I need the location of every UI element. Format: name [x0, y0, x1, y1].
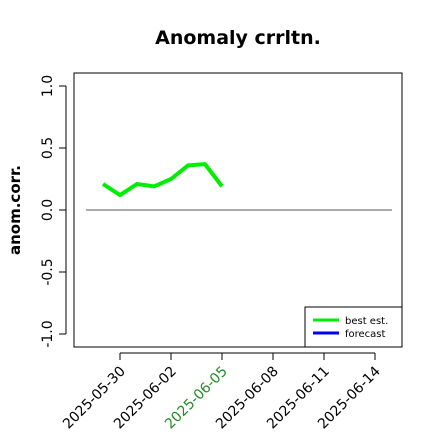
y-tick-label: -1.0	[40, 320, 56, 347]
y-tick-label: 1.0	[40, 75, 56, 97]
y-tick-label: 0.0	[40, 199, 56, 221]
y-tick-label: 0.5	[40, 137, 56, 159]
legend-label: best est.	[345, 316, 388, 327]
plot-frame	[73, 72, 403, 348]
chart-title: Anomaly crrltn.	[155, 27, 321, 49]
legend-label: forecast	[345, 329, 386, 340]
legend-box	[304, 306, 403, 348]
y-tick-label: -0.5	[40, 258, 56, 285]
series-line-best-est	[101, 162, 224, 198]
y-axis-label: anom.corr.	[6, 165, 24, 255]
